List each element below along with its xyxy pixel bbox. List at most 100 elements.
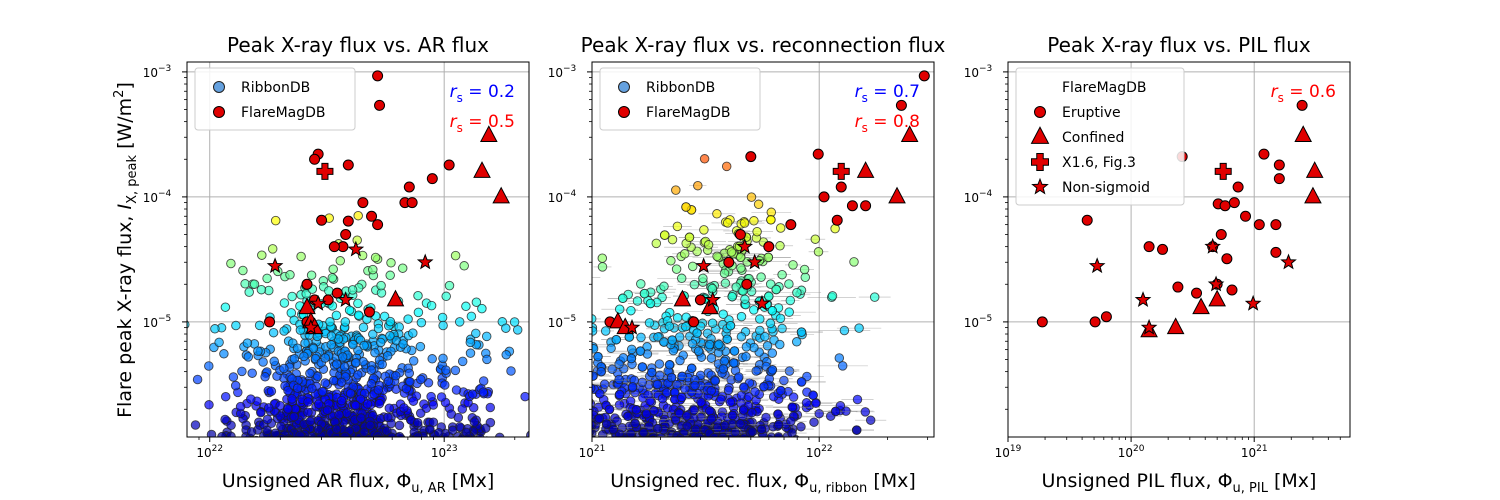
- ribbondb-point: [869, 292, 880, 302]
- ribbondb-point: [344, 436, 350, 437]
- ribbondb-point: [614, 442, 623, 451]
- ribbondb-point: [512, 325, 523, 335]
- ribbondb-point: [672, 221, 683, 232]
- ribbondb-point: [731, 454, 740, 463]
- ribbondb-point: [370, 252, 381, 263]
- flaremag-circle-point: [309, 153, 321, 165]
- flaremag-circle-point: [694, 294, 706, 306]
- ribbondb-point: [755, 314, 765, 324]
- ribbondb-point: [665, 445, 674, 454]
- ribbondb-point: [717, 446, 726, 455]
- ribbondb-point: [397, 458, 406, 467]
- ribbondb-point: [314, 450, 323, 459]
- ribbondb-point: [480, 423, 491, 433]
- ribbondb-point: [680, 443, 689, 452]
- ribbondb-point: [187, 320, 190, 329]
- flaremag-circle-point: [403, 181, 415, 193]
- ribbondb-point: [378, 452, 387, 461]
- ribbondb-point: [676, 273, 687, 284]
- ribbondb-point: [586, 469, 595, 478]
- ribbondb-point: [470, 459, 479, 468]
- flaremag-circle-point: [812, 148, 824, 160]
- ribbondb-point: [288, 445, 297, 454]
- ribbondb-point: [567, 447, 576, 456]
- ribbondb-point: [283, 440, 292, 449]
- ribbondb-point: [659, 454, 668, 463]
- ribbondb-point: [355, 394, 366, 404]
- ribbondb-point: [257, 436, 261, 437]
- ribbondb-point: [658, 449, 667, 458]
- ribbondb-point: [647, 455, 656, 464]
- ribbondb-point: [532, 252, 541, 261]
- ribbondb-point: [327, 273, 338, 283]
- ribbondb-point: [658, 440, 667, 449]
- ribbondb-point: [549, 360, 558, 369]
- ribbondb-point: [636, 443, 645, 452]
- ribbondb-point: [642, 456, 651, 465]
- ribbondb-point: [634, 442, 643, 451]
- ribbondb-point: [688, 456, 697, 465]
- ribbondb-point: [272, 446, 281, 455]
- ribbondb-point: [581, 410, 590, 419]
- ribbondb-point: [212, 456, 221, 465]
- x-axis-title: Unsigned rec. flux, Φu, ribbon [Mx]: [610, 470, 916, 496]
- ribbondb-point: [412, 417, 423, 428]
- ribbondb-point: [648, 450, 657, 459]
- ribbondb-point: [696, 446, 705, 455]
- ribbondb-point: [343, 438, 352, 447]
- ribbondb-point: [657, 448, 666, 457]
- minor-ticks: [184, 77, 516, 440]
- ribbondb-point: [315, 451, 324, 460]
- flaremag-triangle-point: [673, 289, 692, 307]
- ribbondb-point: [598, 484, 607, 493]
- ribbondb-point: [627, 439, 636, 448]
- ribbondb-point: [373, 323, 384, 334]
- ribbondb-point: [484, 436, 490, 437]
- ribbondb-point: [460, 456, 469, 465]
- ribbondb-point: [289, 440, 298, 449]
- ribbondb-point: [432, 460, 441, 469]
- ribbondb-point: [415, 408, 426, 418]
- ribbondb-point: [347, 460, 356, 469]
- ribbondb-point: [723, 446, 732, 455]
- flaremag-circle-point: [688, 316, 700, 328]
- ribbondb-point: [356, 413, 366, 423]
- ribbondb-point: [403, 314, 413, 324]
- ribbondb-point: [541, 384, 550, 393]
- flaremag-star-point: [1204, 237, 1222, 254]
- ribbondb-point: [750, 387, 760, 397]
- ribbondb-point: [735, 449, 744, 458]
- ribbondb-point: [468, 445, 477, 454]
- ribbondb-point: [622, 442, 631, 451]
- ribbondb-point: [594, 413, 605, 424]
- ribbondb-point: [854, 323, 864, 333]
- ribbondb-point: [615, 440, 624, 449]
- flaremag-circle-point: [1258, 148, 1270, 160]
- ribbondb-point: [752, 226, 762, 237]
- ribbondb-point: [676, 434, 685, 437]
- legend-marker-triangle: [1030, 126, 1050, 144]
- ribbondb-point: [614, 374, 624, 385]
- legend: RibbonDB FlareMagDB: [599, 67, 761, 131]
- ribbondb-point: [649, 461, 658, 470]
- ribbondb-point: [258, 357, 268, 367]
- ribbondb-point: [607, 461, 616, 470]
- ribbondb-point: [376, 441, 385, 450]
- ribbondb-point: [370, 347, 380, 358]
- ribbondb-point: [240, 279, 250, 289]
- ribbondb-point: [160, 391, 169, 400]
- ribbondb-point: [691, 443, 700, 452]
- ribbondb-point: [287, 442, 296, 451]
- ribbondb-point: [565, 414, 574, 423]
- ribbondb-point: [759, 452, 768, 461]
- ribbondb-point: [427, 354, 437, 364]
- ribbondb-point: [701, 438, 710, 447]
- ribbondb-point: [331, 444, 340, 453]
- ribbondb-point: [696, 397, 706, 407]
- ribbondb-point: [204, 400, 214, 410]
- ribbondb-point: [376, 280, 386, 291]
- ribbondb-point: [396, 438, 405, 447]
- ribbondb-point: [585, 484, 594, 493]
- flaremag-circle-point: [342, 215, 354, 227]
- ribbondb-point: [637, 362, 648, 372]
